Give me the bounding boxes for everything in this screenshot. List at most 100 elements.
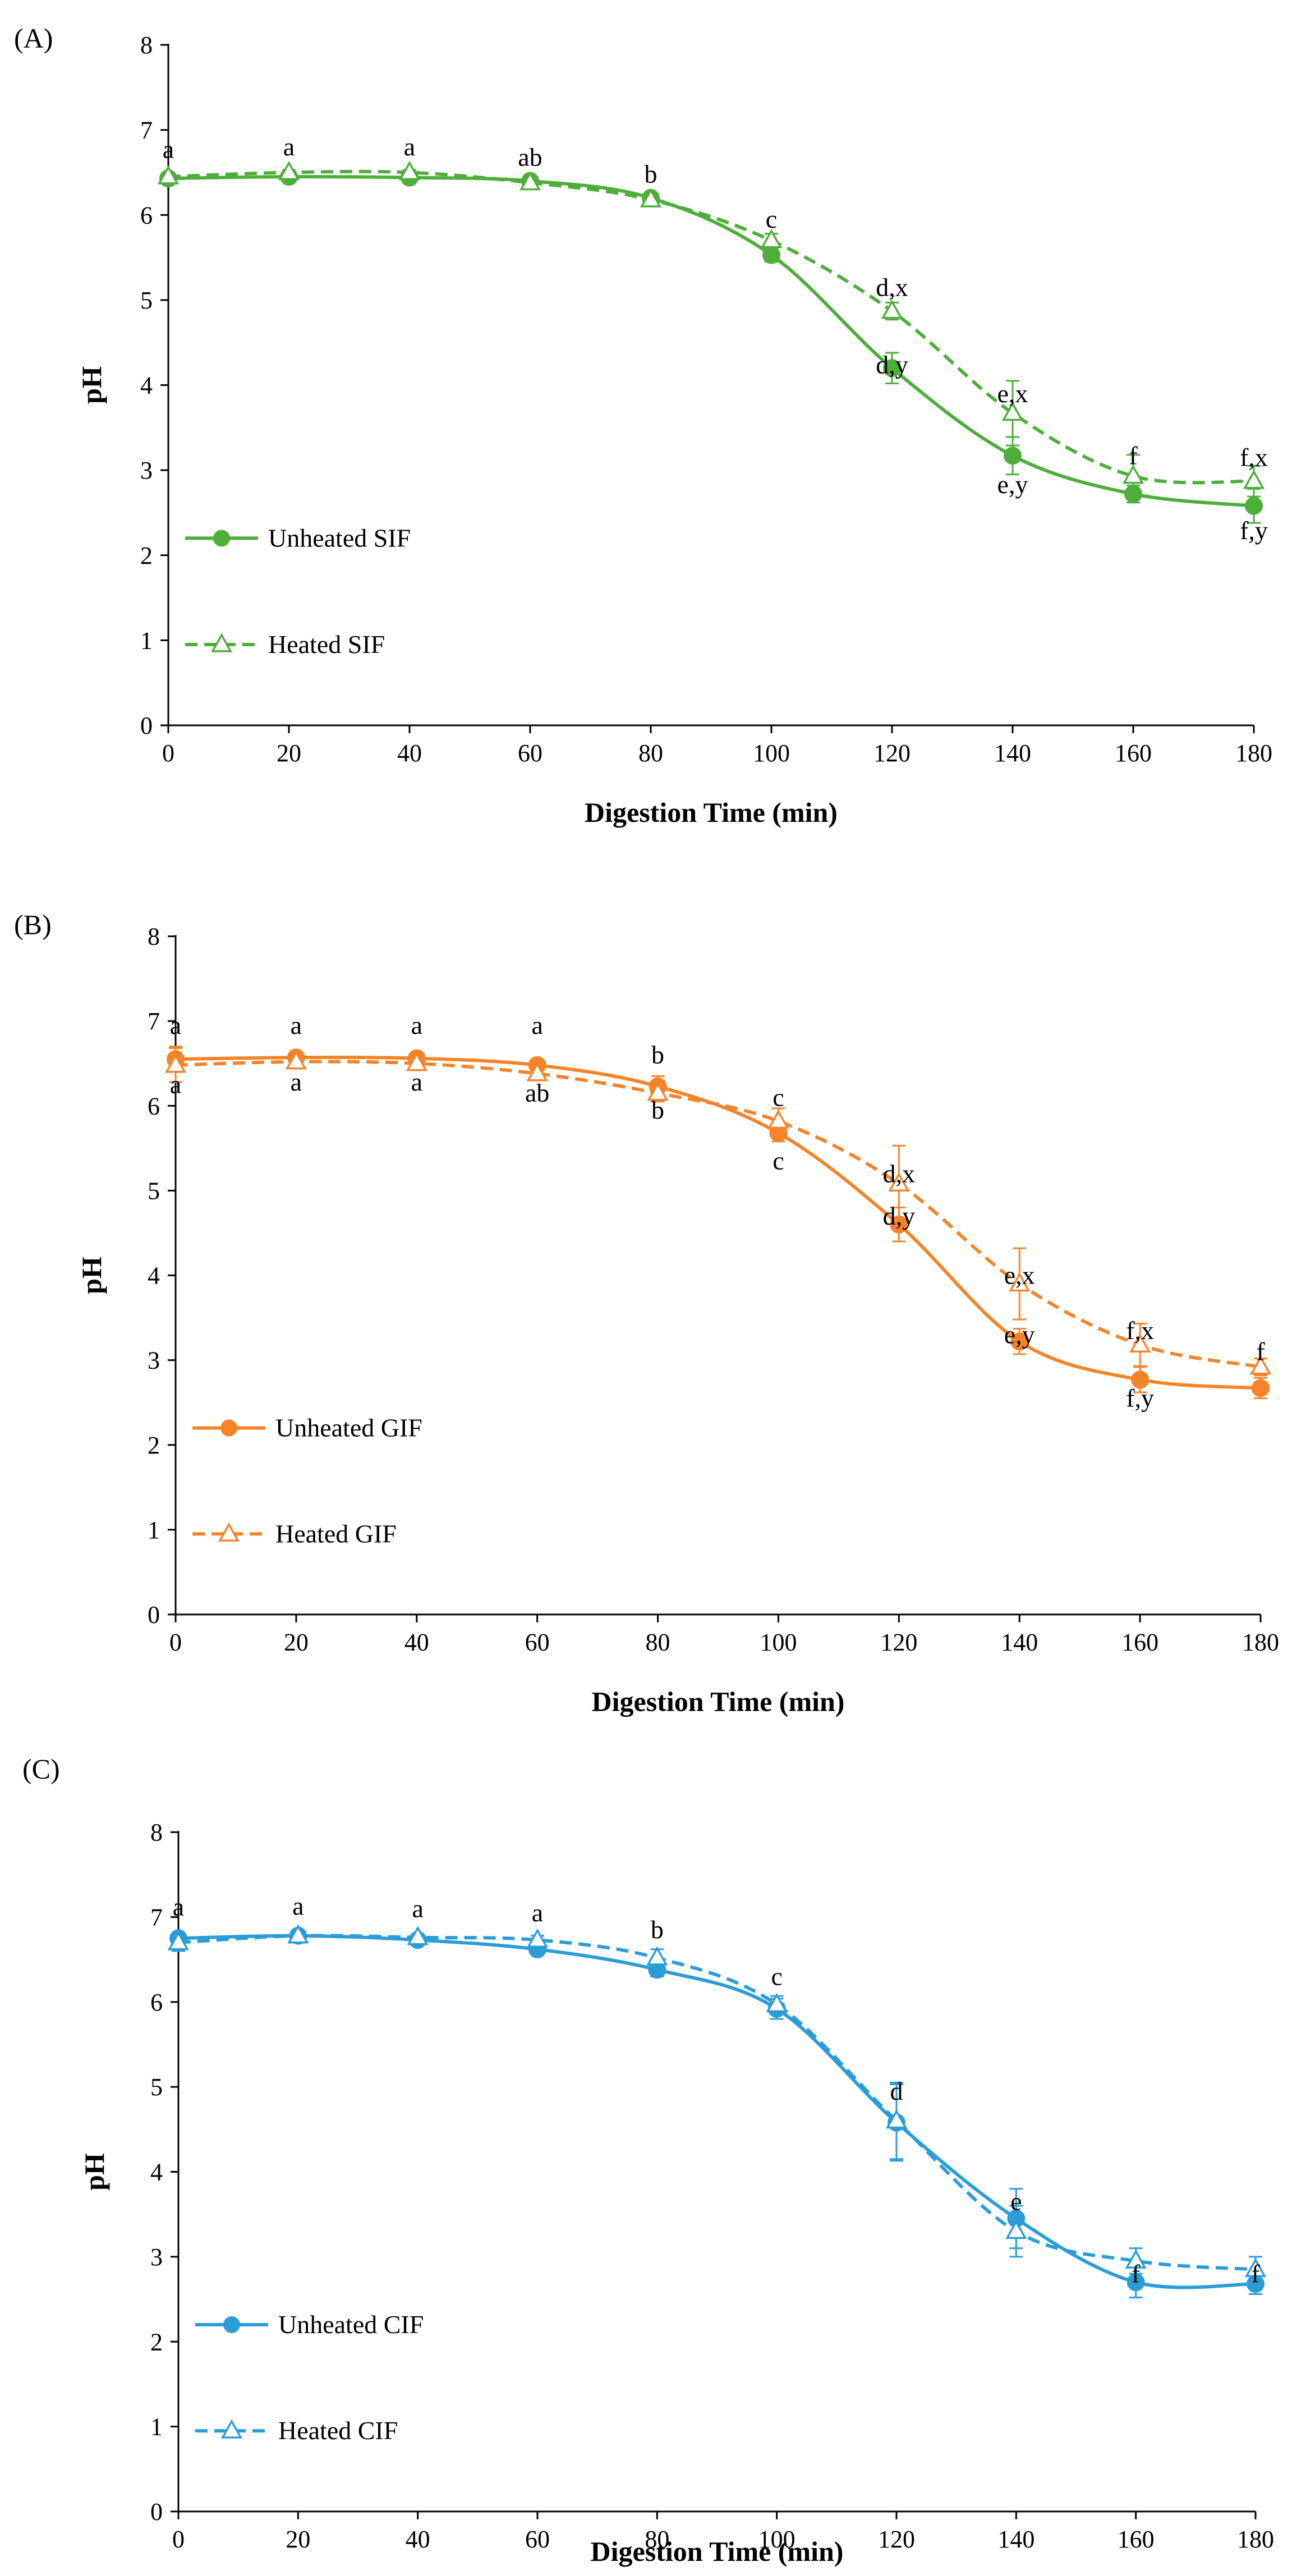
data-point — [1129, 1333, 1151, 1353]
data-point — [519, 171, 541, 191]
x-tick-label: 60 — [518, 739, 542, 767]
x-tick-label: 180 — [1242, 1629, 1279, 1656]
data-point — [164, 1054, 187, 1073]
data-point — [287, 1924, 309, 1944]
x-tick-label: 0 — [169, 1629, 182, 1656]
x-tick-label: 80 — [646, 1629, 670, 1656]
x-tick-label: 100 — [760, 1629, 797, 1656]
y-tick-label: 8 — [140, 31, 153, 59]
data-point — [1245, 496, 1263, 515]
x-tick-label: 120 — [880, 1629, 917, 1656]
data-point — [881, 300, 903, 319]
significance-label: e,y — [1004, 1320, 1035, 1349]
significance-label: f,y — [1126, 1384, 1154, 1413]
significance-label: f,x — [1126, 1316, 1154, 1345]
x-tick-label: 140 — [994, 739, 1031, 767]
panel-label: (C) — [22, 1753, 60, 1784]
data-point — [647, 1082, 669, 1101]
x-tick-label: 60 — [525, 1629, 550, 1656]
y-axis-title: pH — [76, 1257, 107, 1294]
significance-label: a — [170, 1011, 181, 1039]
data-point — [1001, 401, 1024, 421]
significance-label: b — [651, 1041, 664, 1069]
data-point — [1010, 1332, 1029, 1351]
x-tick-label: 0 — [172, 2526, 185, 2553]
legend-label: Unheated SIF — [268, 523, 411, 552]
data-point — [1244, 2258, 1267, 2278]
x-tick-label: 40 — [397, 739, 422, 767]
x-tick-label: 100 — [753, 739, 790, 767]
data-point — [1249, 1355, 1272, 1375]
data-point — [526, 1928, 549, 1948]
significance-label: a — [163, 135, 174, 164]
x-tick-label: 160 — [1121, 1629, 1158, 1656]
data-point — [167, 1931, 190, 1951]
data-point — [1243, 470, 1265, 489]
significance-label: a — [531, 1011, 542, 1039]
significance-label: f — [1132, 2259, 1141, 2288]
y-tick-label: 6 — [140, 201, 153, 229]
data-point — [1009, 1272, 1031, 1292]
data-point — [1005, 2219, 1027, 2239]
significance-label: d,y — [876, 350, 908, 379]
x-tick-label: 180 — [1237, 2526, 1274, 2553]
y-axis-title: pH — [79, 2153, 110, 2191]
data-point — [157, 165, 180, 185]
data-point — [398, 160, 421, 181]
x-tick-label: 140 — [1001, 1629, 1038, 1656]
data-point — [1252, 1379, 1270, 1397]
series-line — [168, 174, 1254, 508]
significance-label: a — [412, 1894, 423, 1922]
x-tick-label: 120 — [878, 2526, 915, 2553]
legend-label: Heated SIF — [268, 630, 385, 659]
y-tick-label: 0 — [150, 2498, 163, 2526]
data-point — [1125, 2249, 1147, 2269]
series-line — [168, 169, 1254, 485]
y-tick-label: 1 — [140, 627, 153, 654]
series-line — [178, 1934, 1256, 2289]
significance-label: b — [645, 160, 658, 188]
series-line — [175, 1055, 1261, 1390]
y-tick-label: 1 — [150, 2413, 163, 2441]
x-tick-label: 60 — [525, 2526, 550, 2553]
x-tick-label: 160 — [1115, 739, 1152, 767]
y-tick-label: 6 — [148, 1092, 160, 1120]
x-tick-label: 100 — [758, 2526, 796, 2553]
significance-label: e,x — [1004, 1261, 1035, 1290]
data-point — [1004, 447, 1022, 465]
significance-label: d,x — [883, 1159, 916, 1188]
significance-label: c — [773, 1147, 784, 1175]
legend-label: Unheated GIF — [275, 1414, 422, 1442]
significance-label: f,x — [1240, 443, 1268, 472]
data-point — [767, 1109, 789, 1129]
significance-label: d,x — [876, 273, 908, 301]
data-point — [1122, 464, 1144, 484]
x-tick-label: 20 — [286, 2526, 310, 2553]
significance-label: e — [1010, 2187, 1022, 2216]
x-tick-label: 120 — [873, 739, 911, 767]
x-tick-label: 20 — [277, 739, 301, 767]
data-point — [762, 246, 780, 264]
legend-marker — [210, 633, 233, 652]
x-tick-label: 0 — [162, 739, 174, 767]
significance-label: a — [411, 1068, 422, 1096]
significance-label: c — [771, 1962, 782, 1990]
significance-label: ab — [525, 1079, 549, 1107]
x-tick-label: 80 — [645, 2526, 669, 2553]
x-tick-label: 40 — [404, 1629, 429, 1656]
significance-label: a — [283, 132, 295, 161]
legend-label: Heated CIF — [278, 2416, 398, 2445]
series-line — [175, 1060, 1261, 1369]
x-axis-title: Digestion Time (min) — [591, 2536, 844, 2567]
significance-label: a — [291, 1011, 302, 1039]
significance-label: d,y — [883, 1202, 916, 1230]
y-tick-label: 3 — [150, 2243, 163, 2271]
significance-label: a — [291, 1068, 302, 1096]
y-tick-label: 6 — [150, 1989, 163, 2016]
x-tick-label: 20 — [284, 1629, 309, 1656]
x-axis-title: Digestion Time (min) — [592, 1686, 845, 1717]
y-tick-label: 2 — [140, 542, 153, 569]
y-tick-label: 0 — [148, 1601, 160, 1629]
data-point — [766, 1993, 788, 2012]
